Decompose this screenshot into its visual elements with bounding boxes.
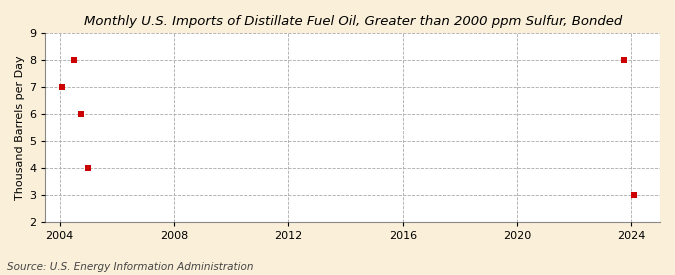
Y-axis label: Thousand Barrels per Day: Thousand Barrels per Day bbox=[15, 55, 25, 200]
Point bbox=[57, 85, 68, 89]
Title: Monthly U.S. Imports of Distillate Fuel Oil, Greater than 2000 ppm Sulfur, Bonde: Monthly U.S. Imports of Distillate Fuel … bbox=[84, 15, 622, 28]
Point bbox=[76, 112, 86, 116]
Point bbox=[68, 58, 79, 62]
Point bbox=[83, 166, 94, 170]
Point bbox=[619, 58, 630, 62]
Text: Source: U.S. Energy Information Administration: Source: U.S. Energy Information Administ… bbox=[7, 262, 253, 272]
Point bbox=[628, 192, 639, 197]
